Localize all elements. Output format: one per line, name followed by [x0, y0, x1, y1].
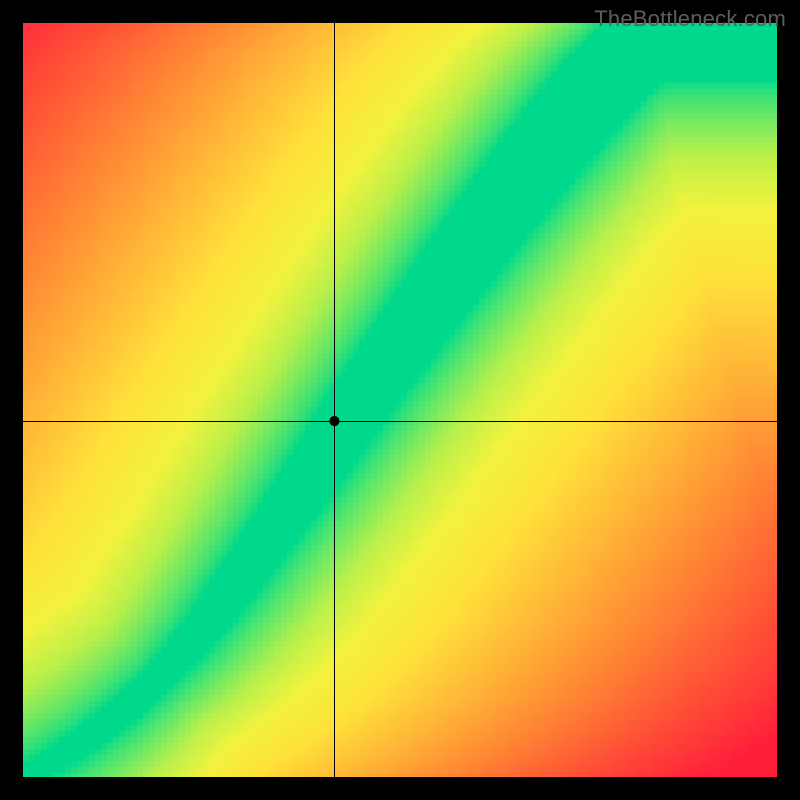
heatmap-canvas	[23, 23, 777, 777]
heatmap-plot	[23, 23, 777, 777]
chart-frame: TheBottleneck.com	[0, 0, 800, 800]
watermark-label: TheBottleneck.com	[594, 6, 786, 32]
